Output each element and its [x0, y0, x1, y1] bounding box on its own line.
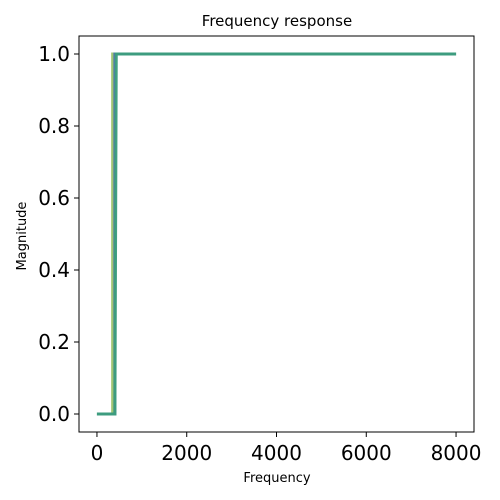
- y-tick-label: 0.8: [38, 114, 70, 138]
- y-axis-label: Magnitude: [15, 202, 30, 271]
- x-tick-label: 4000: [251, 441, 302, 465]
- series-group: [96, 52, 457, 416]
- y-tick-label: 0.4: [38, 258, 70, 282]
- x-tick-label: 2000: [161, 441, 212, 465]
- series-line-3: [96, 52, 457, 416]
- y-tick-label: 0.2: [38, 330, 70, 354]
- x-axis-label: Frequency: [243, 471, 310, 486]
- chart-title: Frequency response: [202, 12, 352, 30]
- y-tick-label: 0.0: [38, 402, 70, 426]
- y-tick-label: 1.0: [38, 42, 70, 66]
- x-tick-label: 8000: [431, 441, 482, 465]
- x-tick-label: 0: [91, 441, 104, 465]
- y-tick-label: 0.6: [38, 186, 70, 210]
- plot-background: [79, 36, 474, 432]
- plot-area: [79, 36, 474, 432]
- axes-group: 0 2000 4000 6000 8000 0.0 0.2 0.4 0.6 0.8 1.0: [38, 35, 482, 465]
- x-tick-label: 6000: [341, 441, 392, 465]
